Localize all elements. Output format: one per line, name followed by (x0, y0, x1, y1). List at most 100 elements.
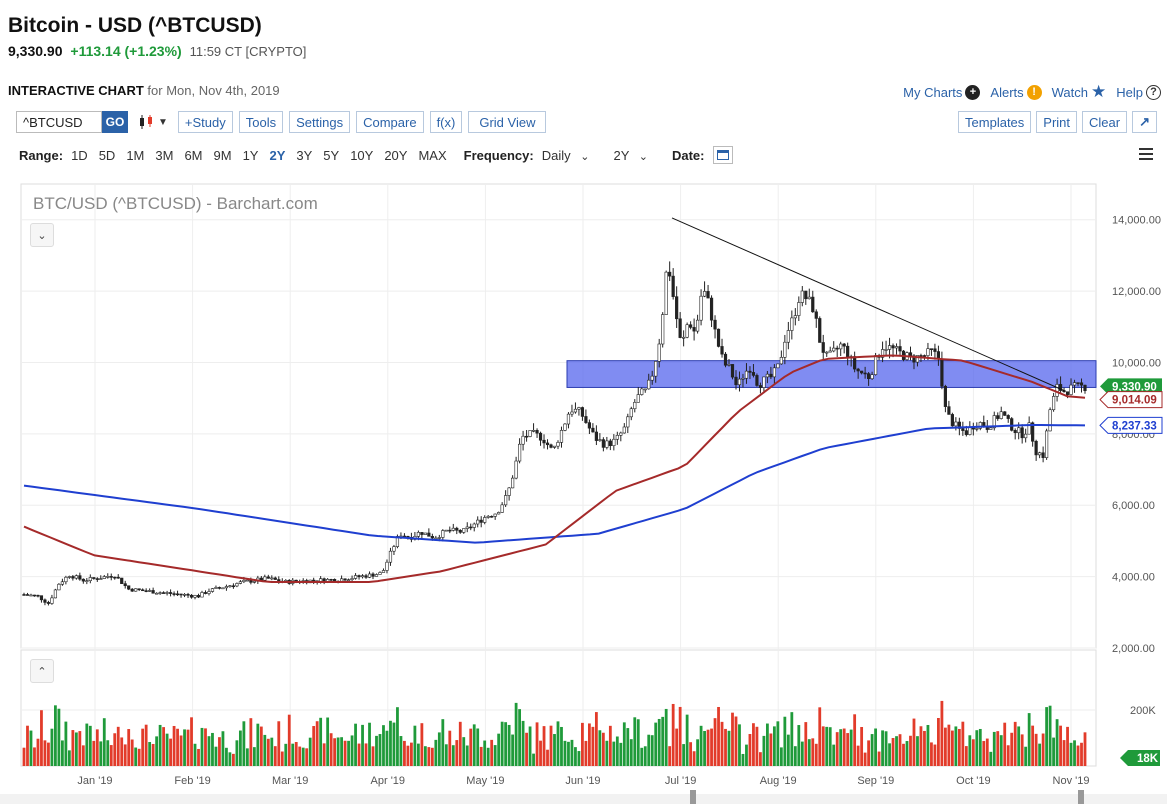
range-option-1m[interactable]: 1M (126, 147, 145, 163)
volume-bar (567, 741, 570, 766)
volume-bar (657, 718, 661, 766)
expand-icon[interactable]: ↗ (1132, 111, 1157, 133)
volume-bar (245, 748, 249, 766)
candlestick-type-icon[interactable]: ▼ (138, 114, 168, 130)
y-tick-label: 2,000.00 (1112, 643, 1155, 655)
calendar-icon[interactable] (712, 146, 733, 164)
volume-bar (877, 751, 881, 766)
volume-bar (183, 729, 186, 766)
volume-bar (256, 723, 260, 766)
volume-bar (800, 741, 804, 766)
candle-body (790, 317, 794, 331)
range-option-9m[interactable]: 9M (213, 147, 232, 163)
volume-bar (235, 740, 239, 766)
volume-bar (308, 737, 312, 766)
resistance-zone (566, 360, 1097, 388)
range-option-5d[interactable]: 5D (98, 147, 116, 163)
volume-bar (727, 730, 731, 766)
candle-body (102, 576, 106, 579)
volume-bar (214, 746, 218, 766)
volume-bar (47, 742, 50, 766)
candle-body (1069, 384, 1073, 395)
volume-bar (511, 734, 515, 766)
candle-body (385, 561, 389, 571)
x-tick-label: Jun '19 (565, 775, 600, 787)
range-option-2y[interactable]: 2Y (269, 147, 286, 163)
volume-bar (860, 727, 864, 766)
volume-bar (804, 722, 808, 766)
range-option-max[interactable]: MAX (418, 147, 447, 163)
range-option-20y[interactable]: 20Y (384, 147, 408, 163)
print-button[interactable]: Print (1036, 111, 1078, 133)
volume-bar (340, 737, 344, 766)
volume-bar (912, 718, 916, 766)
candle-body (968, 426, 972, 435)
period-select[interactable]: 2Y ⌄ (613, 148, 648, 163)
alerts-link[interactable]: Alerts! (990, 84, 1042, 100)
study-button[interactable]: +Study (177, 111, 233, 133)
volume-bar (507, 724, 511, 766)
range-option-3y[interactable]: 3Y (296, 147, 313, 163)
candle-body (270, 577, 274, 580)
candle-body (22, 594, 26, 596)
candle-body (933, 348, 937, 352)
candle-body (312, 579, 316, 582)
fx-button[interactable]: f(x) (429, 111, 463, 133)
range-option-10y[interactable]: 10Y (350, 147, 374, 163)
candle-body (1031, 422, 1035, 442)
candle-body (109, 576, 113, 578)
candle-body (381, 570, 386, 573)
range-option-5y[interactable]: 5Y (323, 147, 340, 163)
candle-body (524, 435, 529, 438)
volume-bar (734, 716, 738, 766)
candle-body (39, 595, 44, 601)
candle-body (713, 319, 717, 330)
help-link[interactable]: Help? (1116, 84, 1161, 100)
alert-icon: ! (1026, 84, 1042, 100)
volume-bar (329, 733, 333, 766)
volume-bar (954, 726, 958, 766)
range-option-6m[interactable]: 6M (184, 147, 203, 163)
frequency-select[interactable]: Daily ⌄ (542, 148, 590, 163)
volume-bar (923, 730, 926, 766)
volume-bar (957, 728, 961, 766)
range-option-3m[interactable]: 3M (155, 147, 174, 163)
hamburger-menu-icon[interactable] (1139, 148, 1153, 163)
candle-body (343, 578, 347, 581)
watch-link[interactable]: Watch ★ (1052, 82, 1107, 102)
my-charts-link[interactable]: My Charts + (903, 84, 981, 100)
chart-title: BTC/USD (^BTCUSD) - Barchart.com (33, 194, 318, 213)
candle-body (388, 550, 393, 563)
grid-view-button[interactable]: Grid View (468, 111, 547, 133)
expand-volume-icon[interactable]: ⌃ (30, 659, 54, 683)
candle-body (277, 579, 281, 582)
tools-button[interactable]: Tools (238, 111, 284, 133)
x-tick-label: Jul '19 (665, 775, 696, 787)
volume-bar (591, 726, 595, 766)
candle-body (706, 291, 710, 299)
settings-button[interactable]: Settings (289, 111, 351, 133)
candle-body (392, 546, 396, 552)
candle-body (507, 487, 511, 496)
candle-body (577, 407, 581, 410)
price-chart[interactable]: 2,000.004,000.006,000.008,000.0010,000.0… (0, 178, 1167, 804)
candle-body (744, 370, 749, 379)
candle-body (556, 442, 560, 447)
go-button[interactable]: GO (102, 111, 128, 133)
candle-body (465, 526, 469, 529)
symbol-input[interactable] (16, 111, 102, 133)
volume-bar (1080, 742, 1083, 766)
range-option-1d[interactable]: 1D (71, 147, 88, 163)
volume-bar (685, 714, 689, 766)
volume-bar (375, 735, 378, 766)
volume-bar (619, 742, 623, 766)
compare-button[interactable]: Compare (356, 111, 424, 133)
collapse-chart-icon[interactable]: ⌄ (30, 223, 54, 247)
templates-button[interactable]: Templates (958, 111, 1032, 133)
volume-bar (731, 712, 734, 766)
clear-button[interactable]: Clear (1082, 111, 1128, 133)
candle-body (734, 376, 738, 386)
range-option-1y[interactable]: 1Y (242, 147, 259, 163)
candle-body (989, 427, 993, 430)
volume-bar (371, 746, 375, 766)
